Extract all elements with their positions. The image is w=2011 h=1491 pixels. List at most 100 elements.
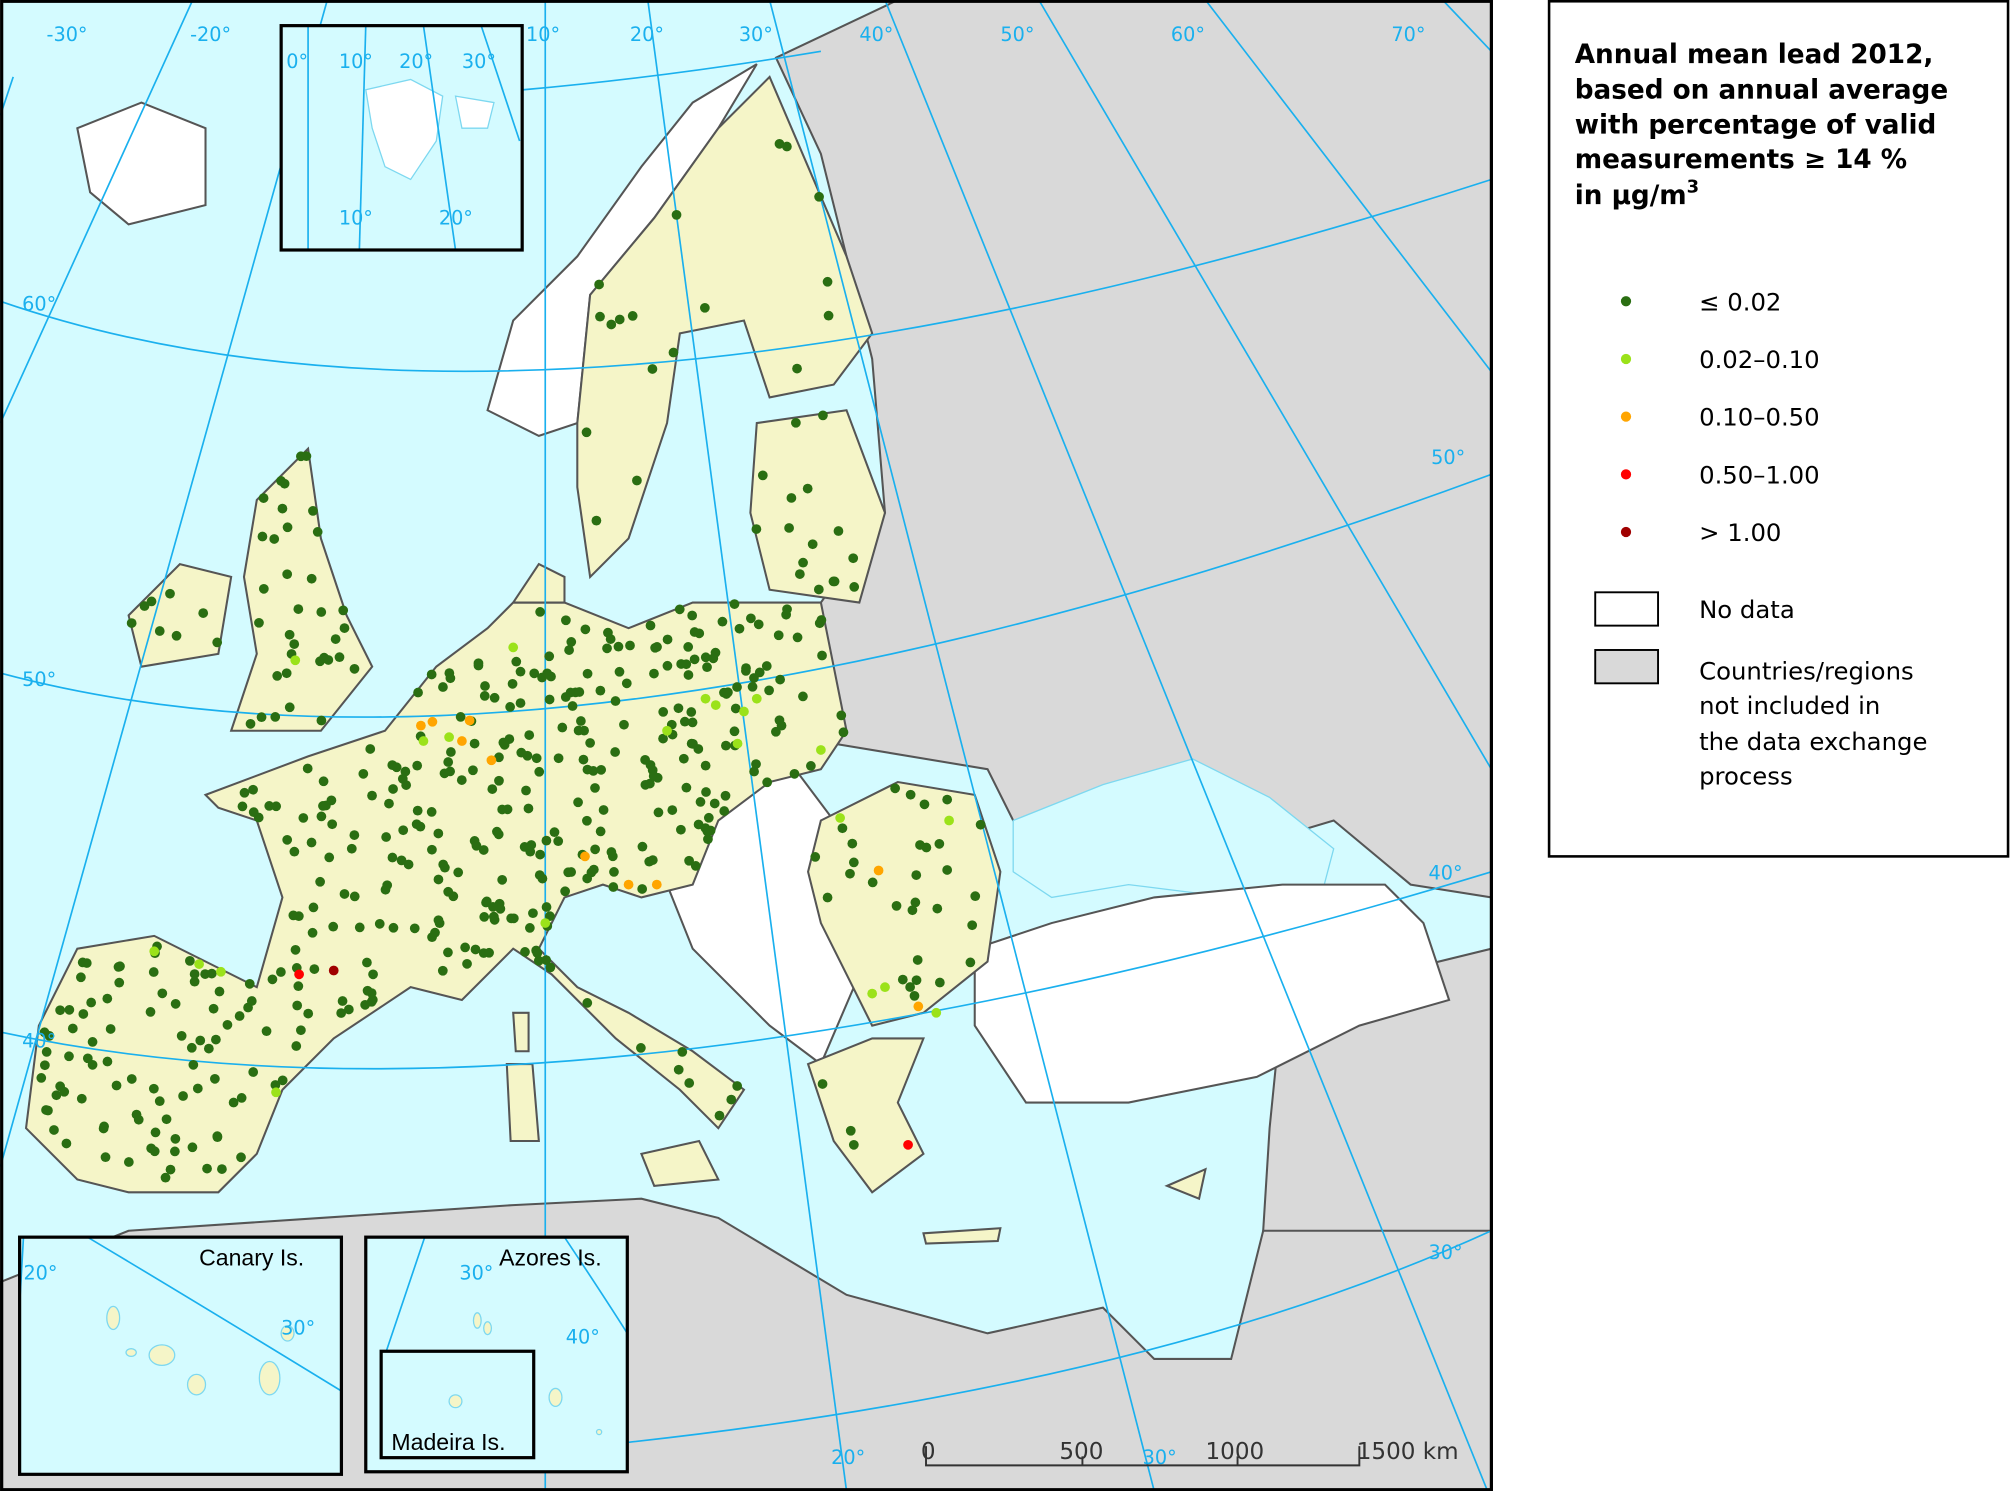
scale-tick: 1500 km — [1357, 1439, 1459, 1465]
station-marker — [619, 719, 629, 730]
station-marker — [437, 965, 448, 976]
lon-label: 40° — [859, 23, 893, 46]
station-marker — [198, 608, 209, 618]
station-marker — [798, 691, 808, 702]
station-marker — [910, 897, 921, 908]
lat-label: 40° — [1429, 861, 1463, 884]
station-marker — [544, 694, 555, 705]
station-marker — [412, 760, 423, 771]
station-marker — [111, 1080, 122, 1091]
no-data-iceland — [76, 101, 207, 226]
lon-label: 20° — [831, 1446, 865, 1469]
station-marker — [413, 687, 423, 698]
station-marker — [433, 874, 444, 885]
station-marker — [837, 823, 848, 834]
station-marker — [775, 674, 785, 685]
station-marker — [802, 483, 813, 494]
station-marker — [614, 666, 625, 677]
station-marker — [498, 737, 509, 748]
station-marker — [270, 1080, 281, 1090]
station-marker — [708, 653, 719, 664]
station-marker — [746, 613, 756, 624]
station-marker — [836, 710, 847, 721]
station-marker — [829, 576, 840, 587]
graticule-line — [1442, 0, 1492, 52]
inset-lon-label: 0° — [286, 50, 308, 73]
station-marker — [165, 1164, 176, 1175]
station-marker — [272, 671, 283, 681]
station-marker — [967, 920, 978, 931]
station-marker — [944, 815, 954, 826]
station-marker — [687, 610, 698, 621]
station-marker — [726, 1094, 737, 1105]
station-marker — [524, 923, 535, 933]
station-marker — [747, 681, 758, 692]
station-marker — [905, 982, 915, 992]
station-marker — [610, 696, 621, 706]
station-marker — [505, 702, 515, 712]
station-marker — [492, 826, 502, 837]
lon-label: 70° — [1391, 23, 1425, 46]
station-marker — [374, 918, 385, 929]
station-marker — [594, 279, 604, 290]
legend-title: Annual mean lead 2012, based on annual a… — [1575, 40, 1948, 211]
station-marker — [561, 615, 571, 626]
station-marker — [186, 1042, 197, 1053]
station-marker — [194, 959, 204, 969]
station-marker — [515, 698, 526, 708]
inset-canary-islands: Canary Is. 20° 30° — [18, 1235, 344, 1476]
station-marker — [719, 806, 730, 816]
station-marker — [771, 726, 781, 737]
station-marker — [338, 605, 349, 616]
station-marker — [154, 626, 165, 636]
station-marker — [931, 1007, 942, 1018]
station-marker — [409, 923, 420, 934]
station-marker — [87, 1059, 98, 1070]
station-marker — [764, 685, 774, 696]
station-marker — [217, 1164, 227, 1174]
station-marker — [566, 637, 577, 647]
station-marker — [798, 557, 808, 568]
station-marker — [867, 877, 878, 888]
station-marker — [905, 789, 916, 800]
station-marker — [469, 738, 480, 749]
station-marker — [789, 768, 800, 779]
station-marker — [76, 1093, 87, 1104]
station-marker — [580, 851, 590, 862]
scale-tick: 0 — [921, 1439, 936, 1465]
station-marker — [534, 870, 545, 880]
station-marker — [212, 637, 223, 648]
station-marker — [653, 807, 664, 818]
station-marker — [608, 882, 619, 892]
station-marker — [590, 783, 600, 793]
station-marker — [684, 1078, 695, 1088]
station-marker — [203, 1043, 214, 1054]
station-marker — [553, 836, 564, 847]
station-marker — [276, 967, 286, 977]
station-marker — [689, 627, 700, 637]
station-marker — [671, 209, 682, 220]
station-marker — [822, 276, 833, 287]
station-marker — [627, 311, 638, 321]
station-marker — [794, 569, 805, 579]
station-marker — [113, 962, 124, 972]
no-data-norway — [486, 63, 758, 437]
station-marker — [433, 915, 444, 926]
station-marker — [330, 634, 341, 644]
station-marker — [387, 852, 398, 863]
station-marker — [662, 660, 673, 671]
station-marker — [942, 794, 953, 805]
superscript: 3 — [1687, 176, 1699, 197]
graticule-line — [628, 1229, 1492, 1444]
not-included-swatch — [1594, 649, 1660, 685]
station-marker — [531, 753, 542, 764]
station-marker — [835, 813, 845, 823]
station-marker — [497, 874, 508, 885]
station-marker — [291, 1041, 302, 1051]
station-marker — [289, 846, 300, 857]
station-marker — [544, 651, 555, 662]
station-marker — [139, 601, 150, 611]
station-marker — [303, 1008, 314, 1019]
station-marker — [965, 957, 976, 968]
station-marker — [621, 678, 632, 689]
